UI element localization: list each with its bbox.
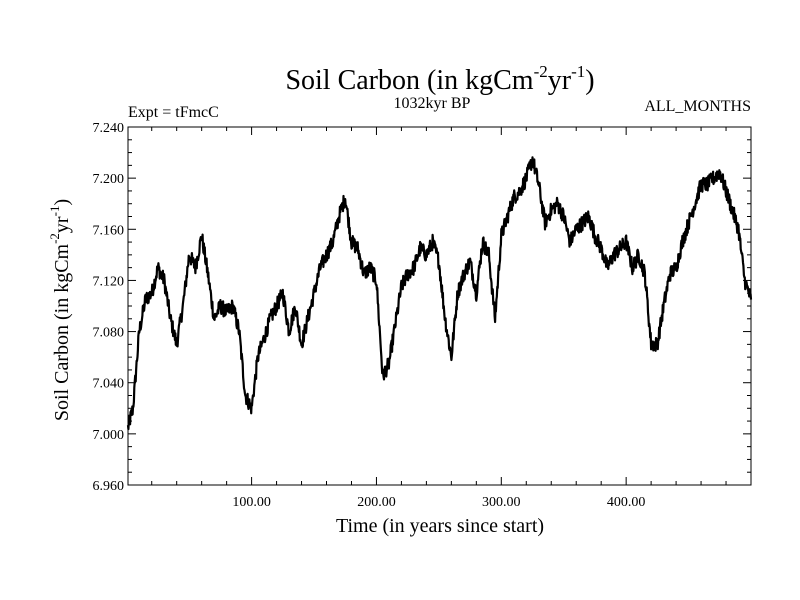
months-label: ALL_MONTHS [644,98,751,115]
chart-title: Soil Carbon (in kgCm-2yr-1) [285,62,594,96]
x-axis-label: Time (in years since start) [336,515,544,537]
experiment-label: Expt = tFmcC [128,104,219,121]
x-tick-label: 200.00 [357,495,396,510]
y-tick-label: 6.960 [93,479,125,494]
x-tick-label: 400.00 [607,495,646,510]
y-tick-label: 7.200 [93,172,125,187]
y-tick-label: 7.120 [93,274,125,289]
period-label: 1032kyr BP [394,95,471,112]
y-tick-label: 7.000 [93,428,125,443]
y-axis: 6.960 7.000 7.040 7.080 7.120 7.160 7.200 7.240 [93,121,751,494]
x-tick-label: 100.00 [232,495,271,510]
x-tick-label: 300.00 [482,495,521,510]
y-tick-label: 7.080 [93,326,125,341]
y-axis-label: Soil Carbon (in kgCm-2yr-1) [47,199,73,421]
y-tick-label: 7.160 [93,223,125,238]
y-tick-label: 7.040 [93,377,125,392]
x-axis: 100.00 200.00 300.00 400.00 [151,127,727,510]
y-tick-label: 7.240 [93,121,125,136]
soil-carbon-line [126,156,753,431]
